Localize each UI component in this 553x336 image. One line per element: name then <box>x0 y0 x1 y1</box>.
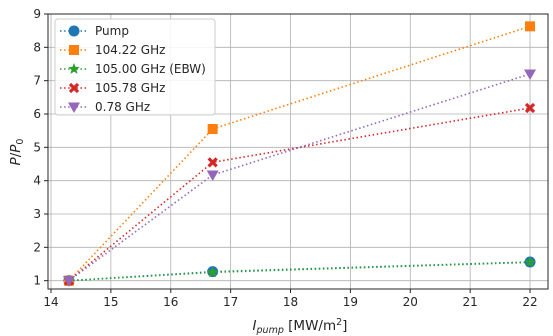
series-1 <box>63 256 536 287</box>
series-line <box>68 25 531 282</box>
y-tick-label: 1 <box>33 274 41 288</box>
legend-label: 0.78 GHz <box>95 100 150 114</box>
series-line <box>68 261 531 282</box>
x-tick-label: 20 <box>403 295 418 309</box>
marker-stroke <box>207 157 218 168</box>
y-tick-label: 9 <box>33 7 41 21</box>
x-axis-label: Ipump [MW/m2] <box>253 317 348 336</box>
x-tick-label: 16 <box>163 295 178 309</box>
data-point <box>524 102 536 114</box>
x-tick-label: 18 <box>283 295 298 309</box>
marker-stroke <box>68 82 80 94</box>
plot-frame <box>47 13 549 290</box>
legend-frame <box>54 18 216 116</box>
y-tick-label: 5 <box>33 140 41 154</box>
y-tick-label: 4 <box>33 174 41 188</box>
data-point <box>524 69 537 80</box>
data-point <box>525 21 536 32</box>
x-tick-label: 22 <box>522 295 537 309</box>
series-4 <box>63 102 536 286</box>
y-tick-label: 3 <box>33 207 41 221</box>
x-tick-label: 15 <box>103 295 118 309</box>
series-3 <box>63 256 536 286</box>
data-point <box>207 124 218 134</box>
legend-marker <box>68 63 80 74</box>
y-tick-label: 8 <box>33 40 41 54</box>
legend-item-3: 105.00 GHz (EBW) <box>60 62 206 76</box>
legend-marker <box>68 82 80 94</box>
data-point <box>206 170 219 181</box>
series-5 <box>62 69 537 287</box>
legend: Pump 104.22 GHz 105.00 GHz (EBW) 105.78 GHz… <box>54 18 216 116</box>
y-tick-label: 6 <box>33 107 41 121</box>
series-line <box>68 261 531 282</box>
x-tick-label: 19 <box>343 295 358 309</box>
y-tick-label: 2 <box>33 240 41 254</box>
x-tick-label: 17 <box>223 295 238 309</box>
legend-marker <box>68 102 80 113</box>
x-tick-label: 14 <box>43 295 58 309</box>
axes <box>47 13 549 290</box>
legend-marker <box>69 45 79 55</box>
y-tick-label: 7 <box>33 74 41 88</box>
data-point <box>524 256 536 268</box>
legend-item-2: 104.22 GHz <box>60 43 165 57</box>
y-axis-label: P/P0 <box>8 139 26 166</box>
legend-label: Pump <box>95 24 129 38</box>
ticks: 14 15 16 17 18 19 20 21 22 1 2 3 4 5 6 7 8 9 <box>33 7 537 309</box>
data-point <box>207 157 218 168</box>
series-line <box>68 107 531 282</box>
legend-label: 105.00 GHz (EBW) <box>95 62 206 76</box>
legend-label: 104.22 GHz <box>95 43 165 57</box>
legend-marker <box>68 25 80 37</box>
x-tick-label: 21 <box>463 295 478 309</box>
legend-item-5: 0.78 GHz <box>60 100 150 114</box>
legend-item-4: 105.78 GHz <box>60 81 165 95</box>
data-point <box>206 266 219 278</box>
legend-item-1: Pump <box>60 24 129 38</box>
marker-stroke <box>524 102 536 114</box>
legend-label: 105.78 GHz <box>95 81 165 95</box>
data-point <box>62 276 75 287</box>
series-layer <box>62 21 537 287</box>
